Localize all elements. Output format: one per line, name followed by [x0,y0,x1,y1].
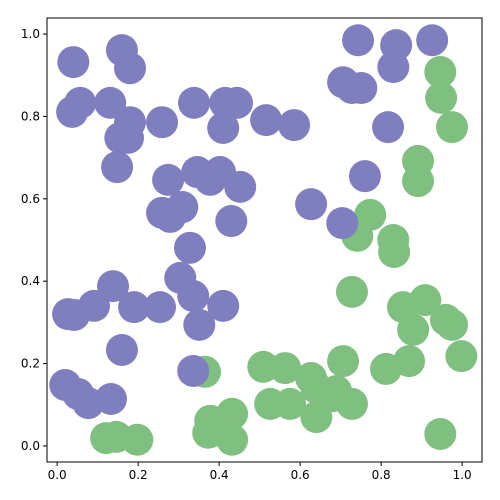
scatter-point [105,333,138,366]
scatter-point [274,387,307,420]
scatter-point [220,86,253,119]
scatter-point [194,163,227,196]
scatter-point [247,350,280,383]
scatter-point [207,111,240,144]
x-tick-label: 0.0 [48,468,67,482]
y-tick-label: 0.6 [21,192,40,206]
scatter-point [278,109,311,142]
scatter-point [425,81,458,114]
scatter-point [58,298,91,331]
scatter-point [177,354,210,387]
scatter-point [436,308,469,341]
y-tick-label: 0.4 [21,274,40,288]
scatter-point [326,207,359,240]
scatter-point [378,235,411,268]
scatter-point [114,52,147,85]
scatter-point [207,289,240,322]
scatter-point [377,51,410,84]
scatter-point [295,188,328,221]
y-tick-label: 0.0 [21,439,40,453]
x-tick-label: 0.8 [372,468,391,482]
scatter-point [335,275,368,308]
scatter-point [144,291,177,324]
scatter-point [335,387,368,420]
scatter-point [192,416,225,449]
scatter-point [173,231,206,264]
scatter-point [56,95,89,128]
scatter-point [424,55,457,88]
y-tick-label: 1.0 [21,27,40,41]
x-tick-label: 1.0 [453,468,472,482]
y-tick-label: 0.8 [21,109,40,123]
scatter-point [397,313,430,346]
scatter-point [177,280,210,313]
scatter-point [118,291,151,324]
scatter-point [345,72,378,105]
scatter-point [402,165,435,198]
scatter-point [94,382,127,415]
scatter-point [166,191,199,224]
scatter-point [370,352,403,385]
x-tick-label: 0.2 [129,468,148,482]
scatter-point [409,284,442,317]
x-tick-label: 0.4 [210,468,229,482]
scatter-point [121,423,154,456]
axes-frame [46,17,483,463]
scatter-point [436,111,469,144]
scatter-point [97,270,130,303]
scatter-point [416,24,449,57]
scatter-point [348,160,381,193]
scatter-point [146,106,179,139]
scatter-point [372,111,405,144]
scatter-point [57,46,90,79]
scatter-point [215,205,248,238]
scatter-point [94,86,127,119]
scatter-point [183,308,216,341]
scatter-point [101,151,134,184]
scatter-point [224,170,257,203]
scatter-point [327,345,360,378]
scatter-point [300,401,333,434]
scatter-point [250,104,283,137]
scatter-point [216,397,249,430]
x-tick-label: 0.6 [291,468,310,482]
scatter-point [424,417,457,450]
scatter-point [152,163,185,196]
scatter-point [342,24,375,57]
scatter-point [178,86,211,119]
plot-area [49,24,478,456]
scatter-point [112,121,145,154]
y-tick-label: 0.2 [21,357,40,371]
scatter-point [445,340,478,373]
